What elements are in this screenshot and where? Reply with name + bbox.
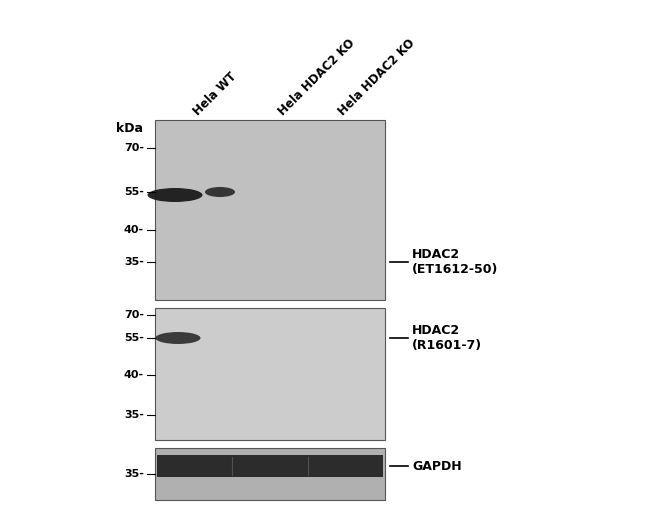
- Text: 40-: 40-: [124, 370, 144, 380]
- Text: GAPDH: GAPDH: [412, 460, 462, 473]
- Bar: [155, 448, 385, 500]
- Ellipse shape: [155, 332, 200, 344]
- Bar: [155, 308, 385, 440]
- Text: kDa: kDa: [116, 122, 143, 135]
- Text: 35-: 35-: [124, 469, 144, 479]
- Ellipse shape: [205, 187, 235, 197]
- Text: 35-: 35-: [124, 257, 144, 267]
- Text: 55-: 55-: [124, 333, 144, 343]
- Bar: [155, 120, 385, 300]
- Text: 55-: 55-: [124, 187, 144, 197]
- Text: HDAC2
(R1601-7): HDAC2 (R1601-7): [412, 323, 482, 353]
- Ellipse shape: [148, 188, 203, 202]
- Text: 70-: 70-: [124, 143, 144, 153]
- Text: 70-: 70-: [124, 310, 144, 320]
- Text: Hela WT: Hela WT: [191, 70, 239, 118]
- Text: Hela HDAC2 KO: Hela HDAC2 KO: [336, 36, 417, 118]
- Bar: [157, 455, 383, 477]
- Text: 40-: 40-: [124, 225, 144, 235]
- Text: HDAC2
(ET1612-50): HDAC2 (ET1612-50): [412, 248, 499, 277]
- Text: Hela HDAC2 KO: Hela HDAC2 KO: [276, 36, 358, 118]
- Text: 35-: 35-: [124, 410, 144, 420]
